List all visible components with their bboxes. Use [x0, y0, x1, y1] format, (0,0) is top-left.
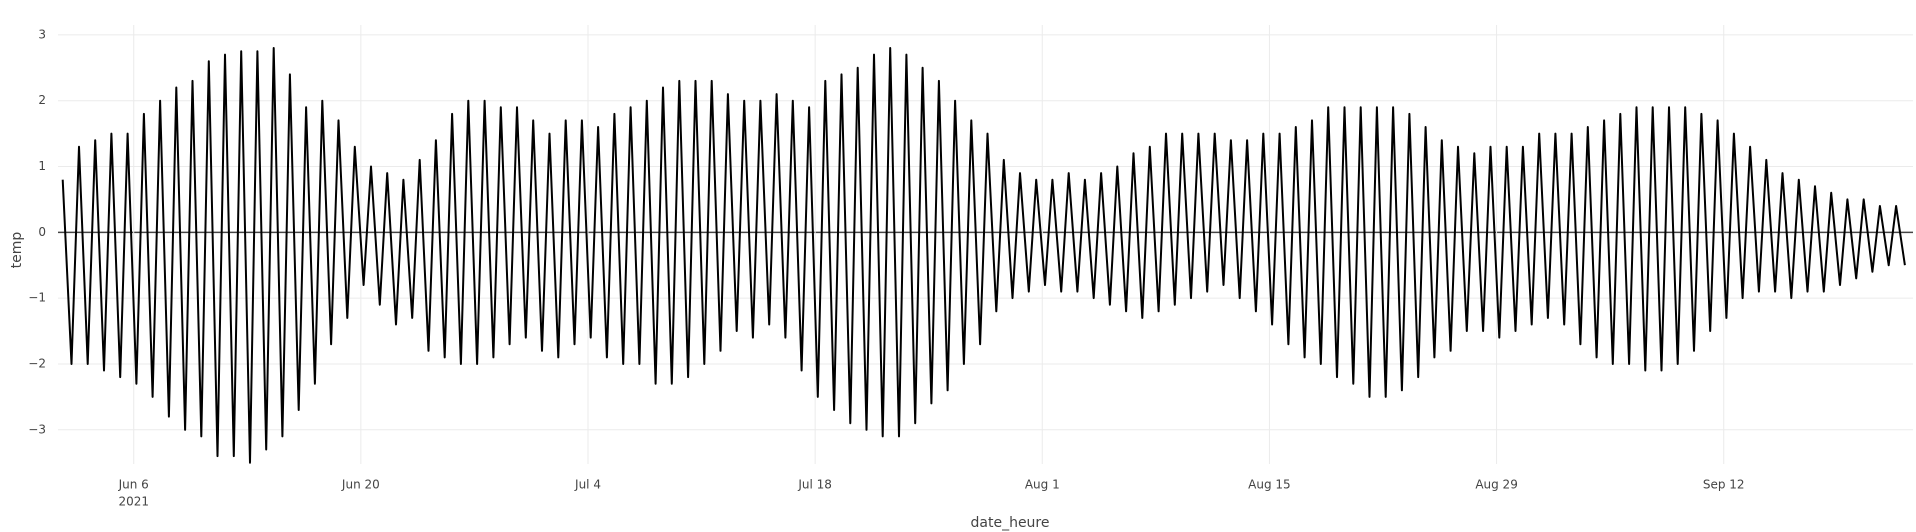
y-tick-label: 3 [38, 27, 46, 41]
x-tick-label: Aug 15 [1248, 478, 1291, 492]
x-tick-label: Jul 18 [797, 478, 832, 492]
x-tick-label: Jun 20 [341, 478, 380, 492]
y-tick-label: 1 [38, 159, 46, 173]
x-axis-title: date_heure [971, 515, 1050, 531]
y-axis-title: temp [9, 232, 25, 269]
x-tick-sublabel: 2021 [118, 495, 149, 509]
y-tick-label: −3 [28, 422, 46, 436]
y-tick-label: −2 [28, 356, 46, 370]
x-tick-label: Jun 6 [118, 478, 149, 492]
y-tick-label: 0 [38, 225, 46, 239]
y-tick-label: −1 [28, 291, 46, 305]
data-line [61, 47, 1906, 464]
x-tick-label: Aug 29 [1475, 478, 1518, 492]
x-tick-label: Aug 1 [1025, 478, 1060, 492]
x-tick-label: Jul 4 [574, 478, 601, 492]
x-tick-label: Sep 12 [1703, 478, 1745, 492]
y-tick-label: 2 [38, 93, 46, 107]
